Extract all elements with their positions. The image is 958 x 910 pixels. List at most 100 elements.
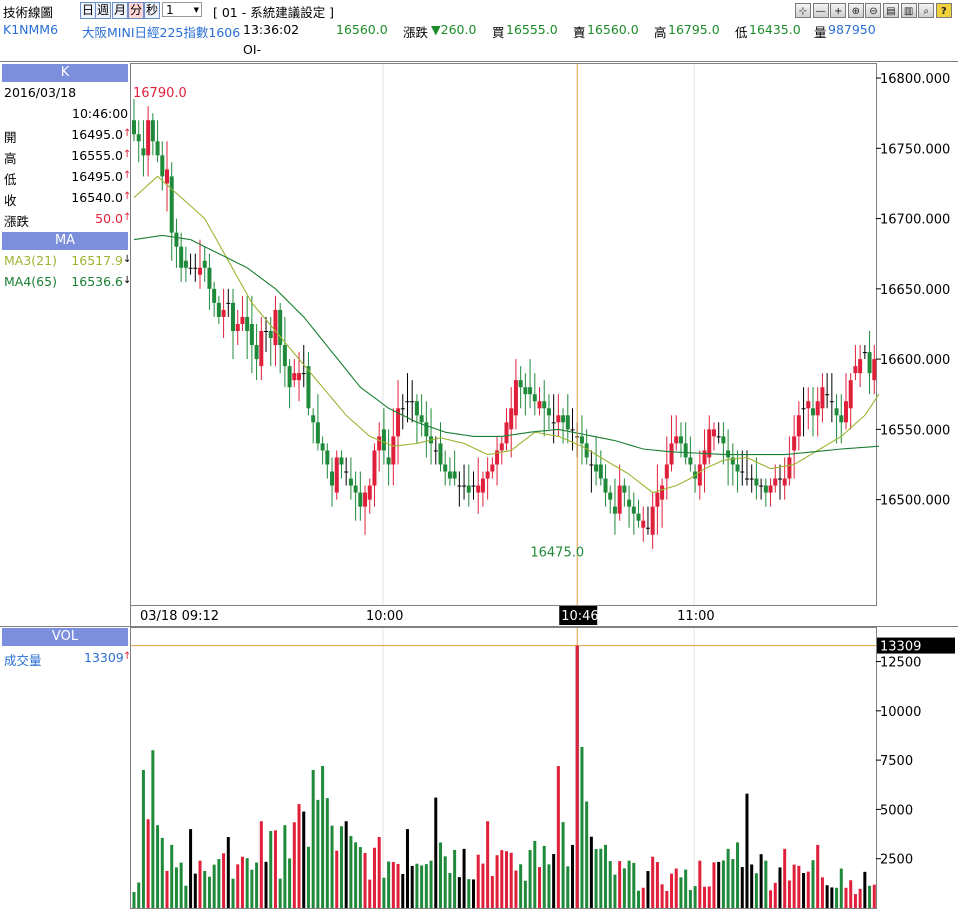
volume-bar (580, 746, 584, 908)
candle-body (565, 415, 570, 430)
candle-body (664, 464, 669, 479)
volume-bar (321, 766, 325, 908)
volume-bar (283, 825, 287, 908)
candle-body (631, 506, 636, 514)
candle-body (777, 478, 782, 480)
volume-bar (839, 868, 843, 908)
interval-select[interactable]: 1 ▼ (162, 2, 202, 17)
volume-bar (726, 848, 730, 908)
down-arrow-icon: ↓ (123, 275, 132, 286)
volume-bar (835, 887, 839, 908)
candle-body (801, 408, 806, 410)
volume-bar (787, 880, 791, 908)
candle-body (622, 485, 627, 493)
time-axis: 03/18 09:12 10:00 11:00 10:46 (140, 606, 715, 625)
print-icon[interactable]: ▥ (900, 3, 917, 18)
candle-body (424, 422, 429, 437)
volume-bar (156, 825, 160, 908)
candle-body (325, 450, 330, 465)
volume-bar (703, 886, 707, 908)
app-title: 技術線圖 (3, 5, 54, 20)
volume-bar (330, 825, 334, 908)
price-tick-label: 16550.000 (880, 423, 950, 438)
candle-body (447, 471, 452, 479)
volume-bar (245, 858, 249, 908)
crosshair-icon[interactable]: ⊹ (795, 3, 811, 18)
volume-bar (528, 850, 532, 908)
candle-body (146, 120, 151, 156)
zoom-out-icon[interactable]: ⊖ (865, 3, 882, 18)
vol-value: 13309 (84, 650, 124, 665)
low-value: 16435.0 (749, 22, 801, 37)
plus-icon[interactable]: + (830, 3, 847, 18)
volume-tick-label: 12500 (880, 656, 921, 671)
timeframe-3[interactable]: 分 (128, 2, 144, 19)
price-tick-label: 16800.000 (880, 72, 950, 87)
high-label: 高 (654, 25, 667, 40)
save-icon[interactable]: ▤ (883, 3, 899, 18)
volume-bar (853, 894, 857, 908)
volume-bar (396, 864, 400, 908)
zoom-in-icon[interactable]: ⊕ (847, 3, 864, 18)
vol-panel-header: VOL (2, 628, 128, 646)
candle-body (348, 478, 353, 486)
volume-bar (736, 842, 740, 908)
candle-body (641, 520, 646, 528)
volume-bar (764, 860, 768, 908)
cursor-volume-badge (877, 637, 955, 654)
timeframe-2[interactable]: 月 (112, 2, 128, 19)
volume-bar (358, 847, 362, 908)
volume-bar (641, 887, 645, 908)
candle-body (551, 422, 556, 424)
volume-bar (707, 886, 711, 908)
volume-bar (585, 801, 589, 908)
candle-body (414, 401, 419, 416)
ohlc-label: 收 (4, 193, 17, 208)
volume-bar (773, 882, 777, 908)
candle-body (650, 506, 655, 535)
volume-bar (457, 877, 461, 908)
volume-bar (618, 861, 622, 908)
search-icon[interactable]: ⌕ (918, 3, 935, 18)
candle-body (707, 429, 712, 458)
volume-bar (269, 831, 273, 908)
volume-bar (665, 891, 669, 908)
cursor-time-badge (559, 606, 598, 625)
volume-bar (476, 854, 480, 908)
volume-bar (203, 870, 207, 908)
candle-body (490, 464, 495, 472)
volume-bar (519, 864, 523, 908)
volume-bar (740, 867, 744, 908)
volume-bar (561, 822, 565, 908)
volume-bar (273, 830, 277, 908)
candle-body (259, 330, 264, 367)
volume-tick-label: 2500 (880, 853, 913, 868)
candle-body (381, 429, 386, 451)
volume-bar (434, 797, 438, 908)
candle-body (174, 232, 179, 247)
timeframe-1[interactable]: 週 (95, 2, 111, 19)
candle-body (862, 352, 867, 354)
candle-body (594, 464, 599, 472)
volume-bar (754, 873, 758, 908)
volume-bar (698, 860, 702, 908)
volume-bar (863, 871, 867, 908)
help-icon[interactable]: ? (935, 3, 952, 18)
timeframe-4[interactable]: 秒 (144, 2, 160, 19)
candle-body (858, 359, 863, 374)
minus-icon[interactable]: — (812, 3, 829, 18)
price-tick-label: 16700.000 (880, 213, 950, 228)
candle-body (612, 506, 617, 514)
settings-selector[interactable]: [ 01 - 系統建議設定 ] (213, 5, 335, 20)
volume-bar (745, 793, 749, 908)
high-annotation: 16790.0 (133, 86, 187, 101)
candle-body (787, 457, 792, 479)
time-tick-label: 10:00 (366, 609, 403, 624)
change-value: ▼260.0 (431, 22, 477, 37)
volume-bar (637, 890, 641, 908)
quote-bar: K1NMM6 大阪MINI日經225指數1606 13:36:02 16560.… (0, 20, 958, 60)
volume-tick-label: 5000 (880, 803, 913, 818)
candle-body (645, 527, 650, 529)
ma-panel-header: MA (2, 232, 128, 250)
